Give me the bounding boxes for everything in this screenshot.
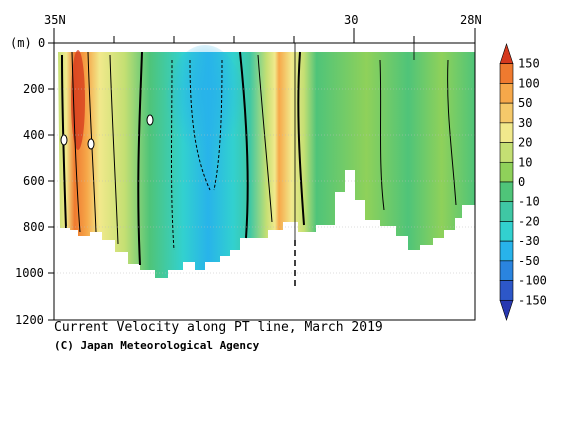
chart-credit: (C) Japan Meteorological Agency	[54, 339, 260, 352]
colorbar-swatch-2	[499, 83, 514, 104]
colorbar-swatch-4	[499, 122, 514, 143]
station-lines	[294, 43, 415, 290]
blue-core	[165, 45, 245, 165]
colorbar-swatch-8	[499, 201, 514, 222]
colorbar-label-10: -50	[518, 254, 540, 268]
zero-contour-mid-west	[137, 51, 143, 266]
x-tick-label-1: 30	[344, 13, 358, 27]
colorbar-label-2: 50	[518, 96, 532, 110]
colorbar-swatch-13	[499, 299, 514, 321]
colorbar-swatch-12	[499, 280, 514, 301]
colorbar-swatch-11	[499, 260, 514, 281]
colorbar-label-4: 20	[518, 136, 532, 150]
colorbar-label-5: 10	[518, 155, 532, 169]
contour-west-3	[109, 54, 119, 245]
ring-2	[87, 138, 95, 150]
colorbar-label-1: 100	[518, 76, 540, 90]
ring-1	[60, 134, 68, 146]
colorbar-label-11: -100	[518, 274, 547, 288]
x-tick-label-0: 35N	[44, 13, 66, 27]
colorbar-label-12: -150	[518, 293, 547, 307]
velocity-field	[58, 52, 475, 278]
y-tick-label-1: 200	[23, 82, 45, 96]
contour-west-1	[71, 51, 81, 233]
contour-east-2	[447, 59, 457, 206]
y-tick-label-4: 800	[23, 220, 45, 234]
contour-dashed-2	[189, 59, 211, 191]
y-tick-label-3: 600	[23, 174, 45, 188]
chart-title: Current Velocity along PT line, March 20…	[54, 320, 383, 335]
top-axis	[53, 28, 476, 43]
colorbar-swatch-5	[499, 142, 514, 163]
grid	[54, 88, 475, 274]
colorbar-label-0: 150	[518, 57, 540, 71]
x-tick-label-2: 28N	[460, 13, 482, 27]
colorbar-swatch-7	[499, 181, 514, 203]
contour-lines	[61, 51, 457, 266]
colorbar-label-8: -20	[518, 214, 540, 228]
colorbar-swatch-3	[499, 102, 514, 124]
contour-rings	[60, 114, 154, 150]
colorbar-label-6: 0	[518, 175, 525, 189]
y-tick-label-0: 0	[38, 36, 45, 50]
contour-mid-east	[257, 54, 273, 223]
contour-dashed-3	[213, 59, 223, 191]
colorbar-swatch-6	[499, 161, 514, 183]
colorbar-swatch-1	[499, 63, 514, 84]
colorbar-swatch-10	[499, 240, 514, 262]
colorbar-label-3: 30	[518, 116, 532, 130]
y-tick-label-6: 1200	[15, 313, 44, 327]
zero-contour-east	[297, 51, 305, 226]
colorbar-swatch-9	[499, 221, 514, 242]
left-axis	[48, 42, 54, 321]
y-tick-label-5: 1000	[15, 266, 44, 280]
colorbar-swatch-0	[499, 43, 514, 65]
y-axis-unit: (m)	[10, 36, 32, 50]
colorbar-label-9: -30	[518, 234, 540, 248]
zero-contour-mid	[239, 51, 249, 239]
y-tick-label-2: 400	[23, 128, 45, 142]
contour-east-1	[379, 59, 385, 211]
plot-area: 35N 30 28N (m) 0 200 400 600 800 1000 12…	[10, 13, 482, 327]
ring-3	[146, 114, 154, 126]
colorbar-label-7: -10	[518, 195, 540, 209]
